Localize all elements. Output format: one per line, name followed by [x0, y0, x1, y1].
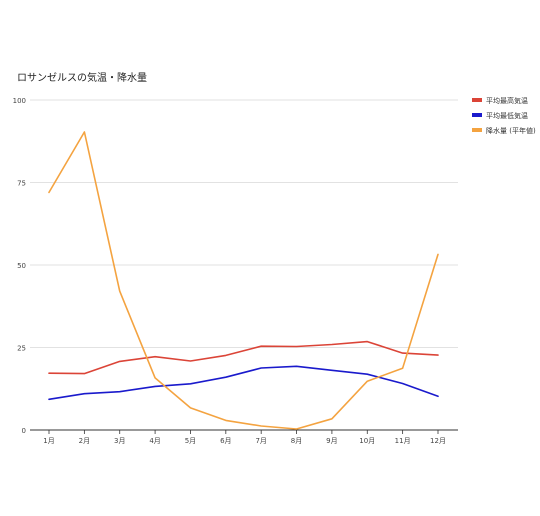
x-tick-label: 9月 [326, 437, 337, 445]
series-lines [48, 131, 439, 430]
legend-label: 降水量 (平年値) [486, 126, 536, 135]
chart-title: ロサンゼルスの気温・降水量 [17, 71, 147, 84]
series-line-2 [48, 131, 439, 430]
y-tick-label: 100 [13, 97, 26, 105]
legend-label: 平均最低気温 [486, 111, 528, 120]
x-tick-label: 3月 [114, 437, 125, 445]
x-tick-label: 11月 [395, 437, 411, 445]
legend-label: 平均最高気温 [486, 96, 528, 105]
x-tick-label: 2月 [79, 437, 90, 445]
y-tick-label: 25 [17, 345, 26, 353]
legend-swatch [472, 113, 482, 117]
axes: 0 25 50 75 100 1月 2月 3月 4月 5月 6月 7月 8月 9月 10月 11月 12月 [13, 97, 458, 445]
x-tick-label: 4月 [149, 437, 160, 445]
legend-swatch [472, 98, 482, 102]
y-tick-label: 0 [22, 427, 26, 435]
y-tick-label: 50 [17, 262, 26, 270]
x-tick-label: 6月 [220, 437, 231, 445]
x-tick-label: 5月 [185, 437, 196, 445]
legend-swatch [472, 128, 482, 132]
series-line-1 [48, 365, 439, 401]
x-tick-label: 8月 [291, 437, 302, 445]
series-line-0 [48, 340, 439, 375]
x-tick-label: 12月 [430, 437, 446, 445]
x-tick-label: 10月 [359, 437, 375, 445]
y-tick-label: 75 [17, 180, 26, 188]
grid [30, 99, 458, 348]
x-tick-label: 1月 [43, 437, 54, 445]
x-tick-label: 7月 [255, 437, 266, 445]
